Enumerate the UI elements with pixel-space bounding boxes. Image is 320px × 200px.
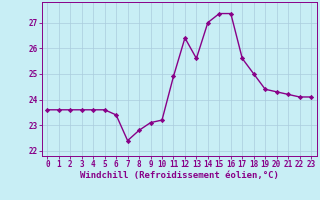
X-axis label: Windchill (Refroidissement éolien,°C): Windchill (Refroidissement éolien,°C) bbox=[80, 171, 279, 180]
